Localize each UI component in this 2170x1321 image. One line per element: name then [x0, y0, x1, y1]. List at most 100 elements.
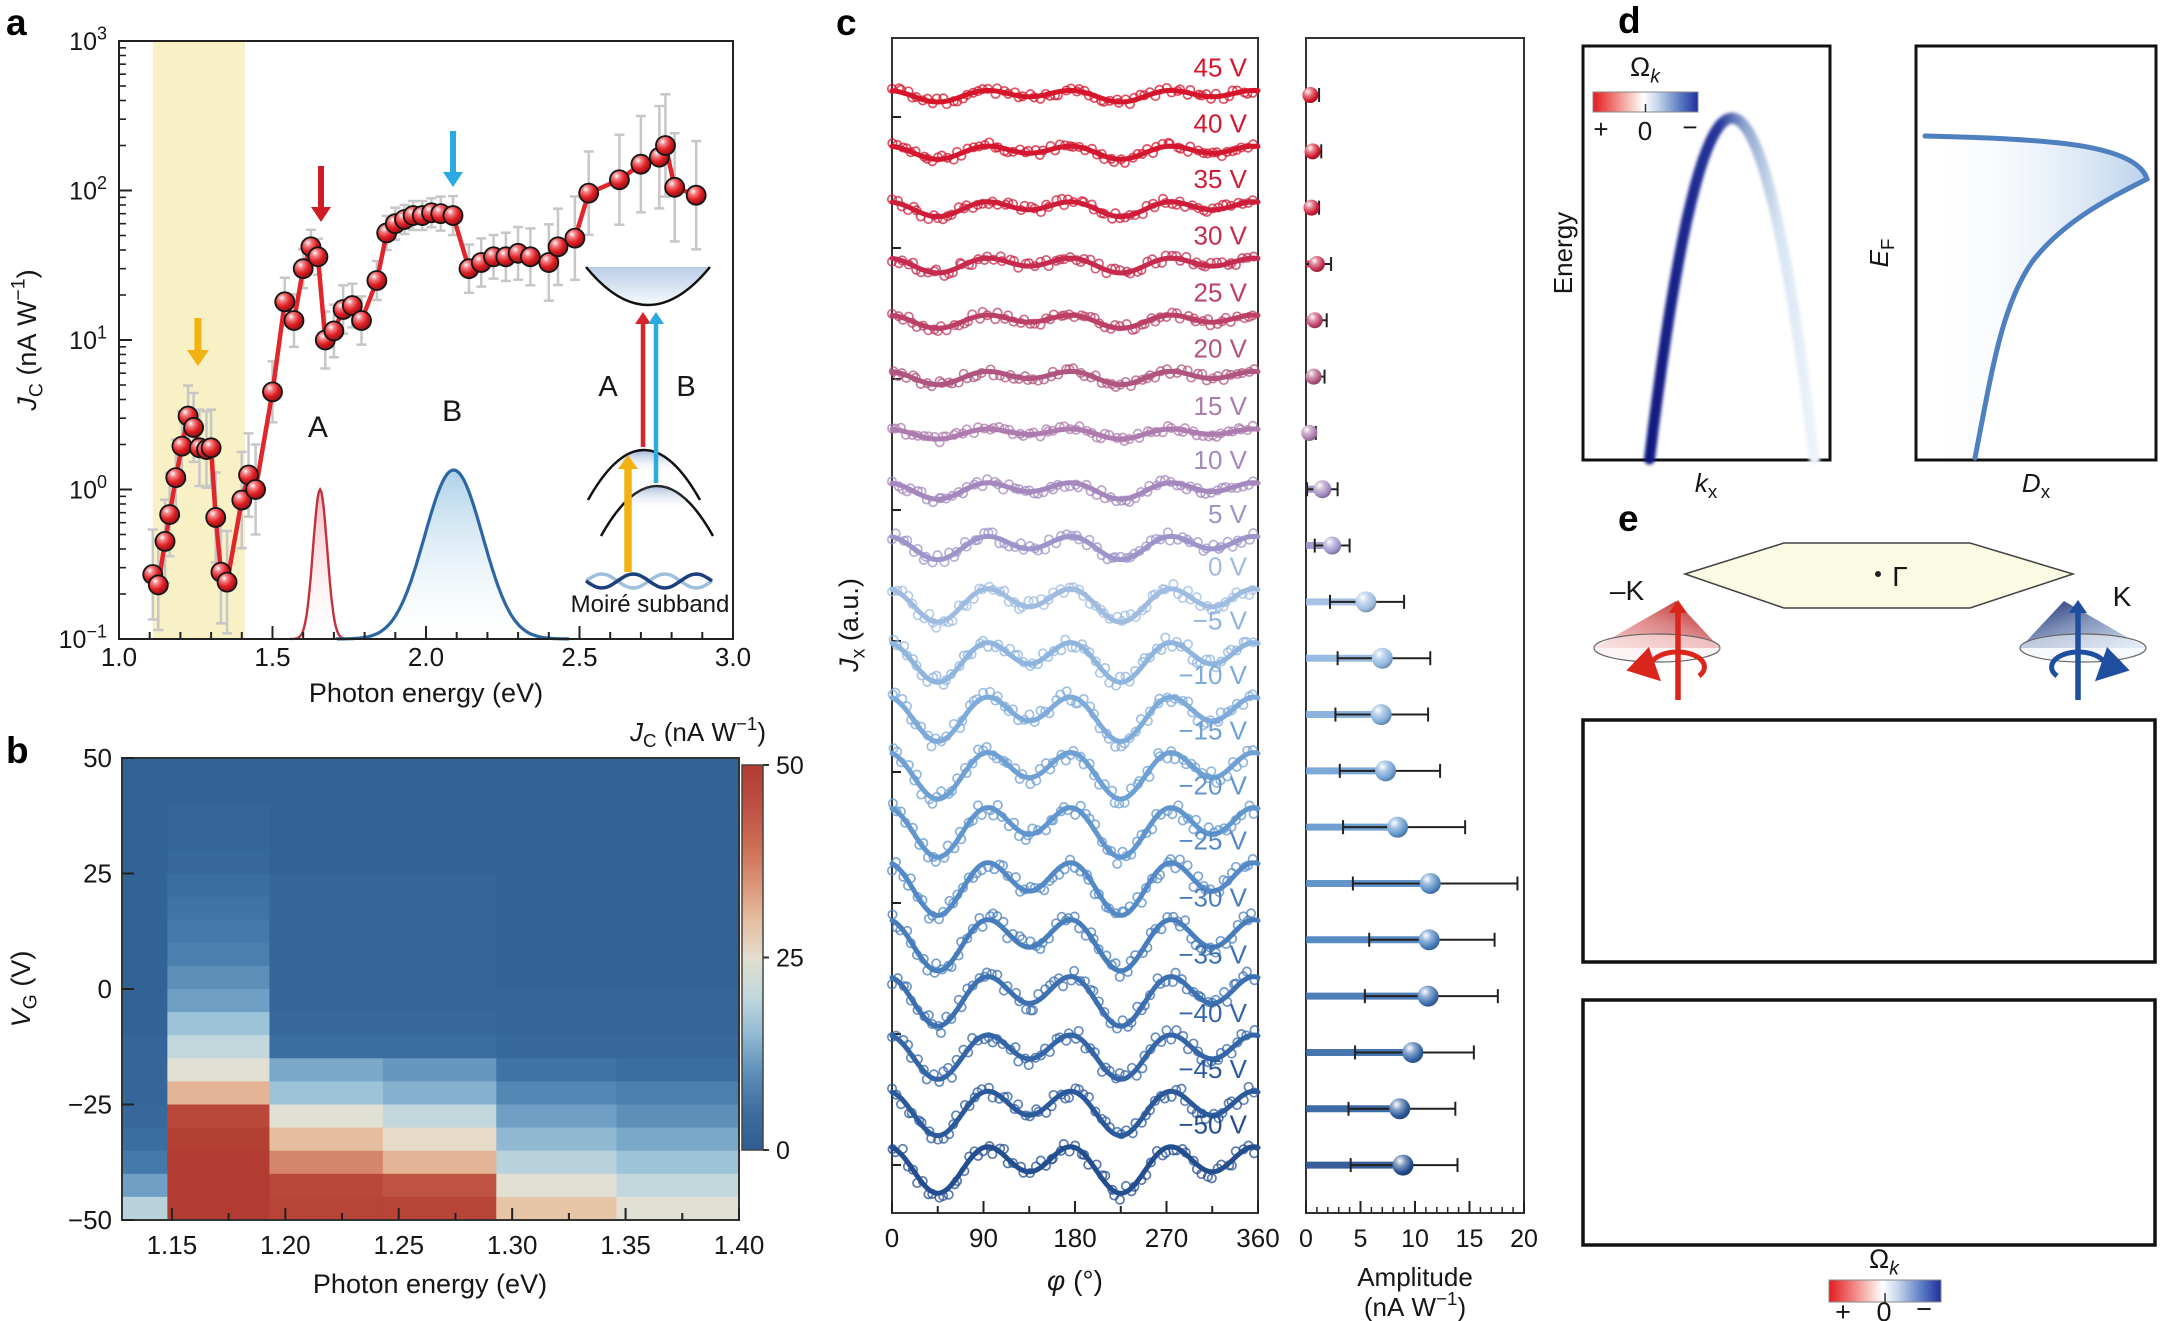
heatmap-cell [122, 873, 168, 898]
x-tick-label: 1.30 [487, 1230, 538, 1260]
fit-line [889, 143, 1261, 162]
polarization-curve-45V: 45 V [886, 53, 1261, 110]
amplitude-row--15V [1306, 760, 1442, 782]
heatmap-cell [382, 1104, 497, 1129]
data-point [519, 246, 541, 268]
heatmap-cell [382, 1058, 497, 1082]
heatmap-cell [122, 804, 168, 828]
heatmap-cell [167, 781, 271, 805]
gamma-label: Γ [1892, 561, 1907, 592]
polarization-curve-25V: 25 V [886, 277, 1261, 337]
cyan-arrow [443, 131, 464, 187]
data-point [609, 169, 630, 191]
panel-a-label: a [6, 2, 27, 43]
heatmap-cell [167, 1035, 271, 1059]
heatmap-cell [616, 1012, 740, 1036]
amplitude-row-10V [1306, 480, 1339, 499]
heatmap-cell [167, 873, 271, 898]
gate-voltage-label: 25 V [1194, 277, 1248, 307]
heatmap-cell [616, 827, 740, 851]
valley-cone-minus-k [1593, 601, 1721, 663]
fit-line [889, 199, 1261, 220]
x-tick-label: 1.35 [600, 1230, 651, 1260]
heatmap-cell [616, 873, 740, 898]
heatmap-cell [269, 1173, 384, 1198]
amplitude-sphere [1304, 143, 1321, 160]
fit-line [889, 533, 1261, 563]
omega-minus-label: − [1682, 112, 1697, 142]
k-spin-arrow [2069, 600, 2087, 700]
dipole-curve [1922, 133, 2151, 461]
colorbar-tick-label: 25 [776, 945, 804, 973]
amplitude-sphere [1355, 591, 1377, 613]
x-tick-label: 1.20 [260, 1230, 311, 1260]
x-tick-label: 90 [969, 1223, 998, 1253]
amplitude-sphere [1387, 816, 1409, 838]
fit-line [889, 694, 1261, 744]
heatmap-cell [167, 1173, 271, 1198]
amplitude-sphere [1323, 536, 1342, 555]
heatmap-cell [122, 1058, 168, 1082]
minus-k-label: –K [1610, 575, 1645, 606]
heatmap-cell [496, 1196, 618, 1221]
heatmap-cell [382, 758, 497, 782]
gate-voltage-label: 0 V [1208, 551, 1248, 581]
gate-voltage-label: −30 V [1178, 883, 1247, 913]
heatmap-cell [269, 1104, 384, 1129]
polarization-curve--25V: −25 V [886, 826, 1261, 925]
amplitude-sphere [1370, 704, 1392, 726]
gate-voltage-label: 30 V [1194, 220, 1248, 250]
x-tick-label: 10 [1401, 1225, 1429, 1253]
data-point [205, 507, 227, 528]
heatmap-cell [382, 942, 497, 967]
heatmap-cell [616, 1035, 740, 1059]
data-point [547, 236, 569, 258]
data-point [564, 227, 586, 249]
data-point [262, 381, 283, 403]
heatmap-cell [269, 965, 384, 990]
heatmap-cell [616, 896, 740, 921]
fit-line [889, 1088, 1261, 1139]
x-axis-title-line2: (nA W−1) [1364, 1288, 1466, 1321]
resonance-peak-A [290, 486, 349, 641]
heatmap-cell [269, 781, 384, 805]
polarization-curve--20V: −20 V [887, 771, 1261, 869]
heatmap-cell [496, 896, 618, 921]
data-point [200, 437, 222, 459]
y-tick-label: 101 [69, 323, 107, 356]
amplitude-row--5V [1306, 647, 1432, 669]
data-point [442, 205, 464, 226]
x-tick-label: 180 [1053, 1223, 1096, 1253]
x-tick-label: 3.0 [715, 642, 751, 672]
gate-voltage-label: 15 V [1194, 391, 1248, 421]
fit-line [889, 1144, 1261, 1196]
x-tick-label: 0 [1299, 1225, 1313, 1253]
y-axis-title: VG (V) [6, 951, 41, 1028]
data-point [630, 153, 652, 175]
heatmap-cell [122, 1081, 168, 1106]
dx-axis-label: Dx [2022, 468, 2051, 502]
polarization-curve-40V: 40 V [887, 108, 1261, 168]
amplitude-row-25V [1306, 312, 1328, 329]
heatmap-cell [269, 758, 384, 782]
heatmap-cell [167, 1012, 271, 1036]
moire-subband-wave-dark [584, 572, 714, 590]
amplitude-row-15V [1301, 424, 1318, 441]
gate-voltage-label: −50 V [1178, 1110, 1247, 1140]
heatmap-cell [616, 919, 740, 944]
amplitude-sphere [1305, 368, 1322, 385]
gate-voltage-label: −5 V [1193, 605, 1248, 635]
amplitude-sphere [1313, 480, 1332, 499]
amplitude-row--20V [1306, 816, 1467, 838]
heatmap-cell [269, 919, 384, 944]
heatmap-cell [382, 827, 497, 851]
data-point [341, 295, 363, 316]
amplitude-sphere [1308, 255, 1325, 272]
ef-axis-label: EF [1864, 239, 1898, 268]
y-tick-label: 100 [69, 472, 107, 505]
heatmap-cell [167, 1104, 271, 1129]
cone-base [2019, 633, 2147, 663]
gate-voltage-label: 45 V [1194, 53, 1248, 83]
heatmap-cell [167, 919, 271, 944]
